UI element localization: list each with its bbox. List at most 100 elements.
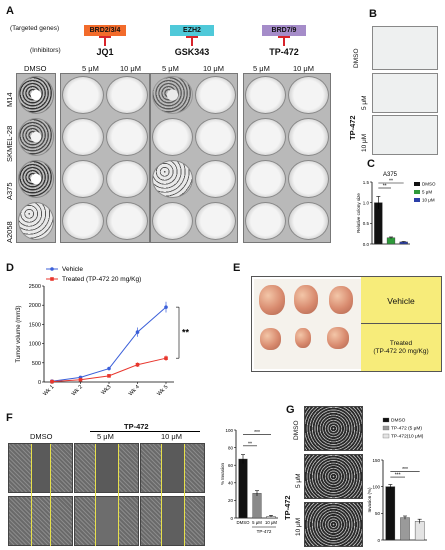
wound-dmso-bottom	[8, 496, 73, 546]
dose-header-gsk-10: 10 μM	[203, 64, 224, 73]
targeted-genes-label: (Targeted genes)	[10, 25, 60, 32]
micrograph-10um	[372, 115, 438, 155]
d-ytick-label: 2000	[29, 303, 41, 309]
dish-dmso-a375	[18, 160, 54, 198]
dish-jq1-10-a375	[106, 160, 148, 198]
d-point-vehicle	[164, 305, 168, 309]
dish-gsk-10-a2058	[195, 202, 236, 240]
f-ytick-label: 0	[230, 516, 233, 521]
c-ytick-label: 0.0	[363, 242, 370, 247]
dish-tp-5-m14	[245, 76, 286, 114]
b-label-dmso: DMSO	[353, 48, 360, 69]
cell-line-a2058: A2058	[5, 221, 14, 243]
dish-jq1-5-skmel28	[62, 118, 104, 156]
inhibition-stem-1	[104, 36, 106, 46]
f-ytick-label: 40	[228, 481, 234, 486]
wound-edge-3	[95, 444, 96, 546]
gene-brd79: BRD7/9	[262, 25, 306, 36]
wound-edge-5	[161, 444, 162, 546]
f-ytick-label: 80	[228, 445, 234, 450]
c-ylabel: Relative colony size	[356, 193, 361, 233]
c-ytick-label: 0.5	[363, 221, 370, 226]
d-legend-marker	[50, 277, 54, 281]
dish-tp-5-a375	[245, 160, 286, 198]
f-ytick-label: 100	[225, 428, 233, 433]
c-title: A375	[383, 172, 398, 178]
d-legend-marker	[50, 267, 54, 271]
chart-c: A375 0.0 0.5 1.0 1.5 Relative colony size ****…	[356, 172, 436, 247]
dish-tp-10-m14	[288, 76, 329, 114]
d-legend-label: Treated (TP-472 20 mg/Kg)	[62, 276, 141, 283]
f-group-line	[90, 431, 200, 432]
dish-gsk-10-a375	[195, 160, 236, 198]
f-ytick-label: 20	[228, 498, 234, 503]
wound-edge-4	[118, 444, 119, 546]
g-legend-label: DMSO	[391, 418, 406, 424]
gene-brd234: BRD2/3/4	[84, 25, 126, 36]
g-legend-label: TP-472 (5 μM)	[391, 426, 422, 432]
d-legend-label: Vehicle	[62, 266, 83, 273]
chart-g: 0 50 100 150 Invasion (%) ****** DMSO TP-472 (5…	[367, 417, 427, 543]
c-ytick-label: 1.5	[363, 180, 370, 185]
c-legend-label: 10 μM	[422, 198, 435, 203]
gene-ezh2: EZH2	[170, 25, 214, 36]
cell-line-m14: M14	[5, 92, 14, 107]
dish-gsk-5-m14	[152, 76, 193, 114]
dose-header-tp-10: 10 μM	[293, 64, 314, 73]
invasion-dmso	[304, 406, 363, 451]
dose-header-gsk-5: 5 μM	[162, 64, 179, 73]
c-sig-1: **	[383, 184, 387, 190]
scratch-5um-top	[96, 444, 118, 492]
f-xtick-label: 10 μM	[265, 520, 277, 525]
d-ytick-label: 2500	[29, 284, 41, 290]
g-legend-label: TP-472(10 μM)	[391, 434, 424, 440]
g-label-10um: 10 μM	[295, 517, 302, 536]
dish-jq1-10-a2058	[106, 202, 148, 240]
d-ytick-label: 0	[38, 380, 41, 386]
f-bar	[238, 458, 248, 519]
dish-tp-10-a375	[288, 160, 329, 198]
panel-label-a: A	[6, 5, 14, 17]
dish-jq1-5-m14	[62, 76, 104, 114]
cell-line-a375: A375	[5, 182, 14, 200]
g-sig-2: ***	[402, 467, 408, 473]
b-group-tp472: TP-472	[348, 115, 357, 140]
g-ytick-label: 0	[377, 538, 380, 543]
tumor-treated-1	[260, 328, 281, 350]
inhibition-stem-2	[191, 36, 193, 46]
d-xtick-label: Wk 4	[128, 384, 141, 397]
c-legend-swatch	[414, 182, 420, 186]
g-legend-swatch	[382, 417, 390, 423]
dish-gsk-5-a375	[152, 160, 193, 198]
g-label-5um: 5 μM	[295, 473, 302, 488]
dish-gsk-5-skmel28	[152, 118, 193, 156]
panel-label-c: C	[367, 158, 375, 170]
d-xtick-label: Wk 5	[156, 384, 169, 397]
f-header-dmso: DMSO	[30, 432, 53, 441]
inhibition-bar-3	[278, 36, 290, 38]
d-xtick-label: Wk 2	[71, 384, 84, 397]
micrograph-dmso	[372, 26, 438, 70]
dish-dmso-a2058	[18, 202, 54, 240]
g-ylabel: Invasion (%)	[367, 487, 372, 513]
f-ylabel: % Invasion	[220, 462, 225, 485]
dose-header-jq1-10: 10 μM	[120, 64, 141, 73]
dish-dmso-skmel28	[18, 118, 54, 156]
d-point-vehicle	[135, 330, 140, 334]
c-bar	[386, 237, 396, 245]
f-sig-1: **	[248, 441, 252, 447]
micrograph-5um	[372, 73, 438, 113]
d-sig: **	[182, 328, 190, 338]
inhibition-bar-1	[99, 36, 111, 38]
g-sig-1: ***	[395, 473, 401, 479]
f-group-header: TP-472	[124, 422, 149, 431]
f-sig-2: ***	[254, 430, 260, 436]
c-legend-swatch	[414, 190, 420, 194]
b-label-5um: 5 μM	[361, 95, 368, 110]
c-sig-2: **	[389, 179, 393, 185]
inhibition-bar-2	[186, 36, 198, 38]
d-ytick-label: 1000	[29, 342, 41, 348]
g-bar	[385, 486, 396, 541]
dish-tp-5-a2058	[245, 202, 286, 240]
scratch-10um-top	[162, 444, 184, 492]
